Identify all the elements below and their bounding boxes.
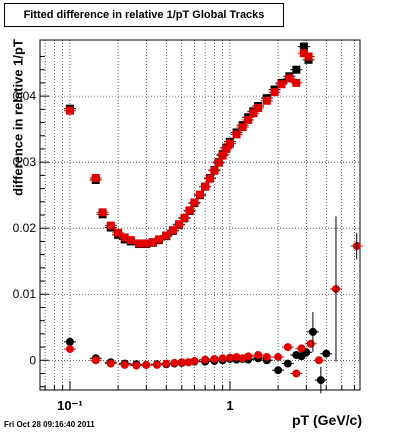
chart-title: Fitted difference in relative 1/pT Globa…: [4, 3, 284, 27]
data-point: [134, 239, 143, 248]
data-point: [283, 359, 292, 368]
data-point: [126, 236, 135, 245]
data-point: [225, 353, 234, 362]
data-point: [249, 109, 258, 118]
data-point: [190, 198, 199, 207]
data-point: [120, 360, 129, 369]
data-point: [185, 206, 194, 215]
data-point: [297, 344, 306, 353]
x-tick-label: 10⁻¹: [57, 398, 83, 413]
data-point: [162, 231, 171, 240]
data-point: [254, 104, 263, 113]
data-point: [277, 80, 286, 89]
data-point: [214, 158, 223, 167]
data-point: [270, 88, 279, 97]
data-point: [142, 360, 151, 369]
data-point: [232, 130, 241, 139]
data-point: [322, 349, 331, 358]
data-point: [299, 42, 308, 51]
data-point: [177, 358, 186, 367]
data-point: [225, 139, 234, 148]
data-point: [201, 182, 210, 191]
data-point: [274, 352, 283, 361]
y-axis-label: difference in relative 1/pT: [10, 39, 26, 196]
data-point: [162, 359, 171, 368]
data-point: [65, 106, 74, 115]
data-point: [142, 239, 151, 248]
data-point: [65, 345, 74, 354]
data-point: [262, 352, 271, 361]
data-point: [91, 356, 100, 365]
data-point: [65, 337, 74, 346]
data-point: [98, 208, 107, 217]
x-tick-label: 1: [226, 398, 233, 413]
data-point: [154, 235, 163, 244]
data-point: [184, 358, 193, 367]
data-point: [148, 238, 157, 247]
data-point: [168, 226, 177, 235]
data-point: [244, 352, 253, 361]
data-point: [314, 356, 323, 365]
data-point: [306, 339, 315, 348]
footer-timestamp: Fri Oct 28 09:16:40 2011: [4, 420, 95, 429]
data-point: [299, 49, 308, 58]
data-point: [190, 356, 199, 365]
data-point: [106, 221, 115, 230]
y-tick-label: 0: [29, 353, 36, 367]
data-point: [91, 174, 100, 183]
data-point: [292, 78, 301, 87]
data-point: [262, 96, 271, 105]
data-point: [283, 343, 292, 352]
data-point: [222, 144, 231, 153]
data-point: [205, 174, 214, 183]
data-point: [170, 358, 179, 367]
x-axis-label: pT (GeV/c): [291, 412, 362, 428]
data-point: [210, 354, 219, 363]
y-tick-label: 0.01: [13, 287, 37, 301]
y-tick-label: 0.04: [13, 89, 37, 103]
data-point: [232, 352, 241, 361]
data-point: [106, 359, 115, 368]
data-point: [196, 190, 204, 199]
y-tick-label: 0.03: [13, 155, 37, 169]
data-point: [152, 360, 161, 369]
data-point: [114, 228, 123, 237]
data-point: [292, 65, 301, 74]
data-point: [292, 369, 301, 378]
data-point: [254, 351, 263, 359]
data-point: [201, 355, 210, 364]
data-point: [238, 123, 247, 132]
y-tick-label: 0.02: [13, 221, 37, 235]
data-point: [274, 366, 283, 375]
data-point: [132, 361, 141, 370]
data-point: [210, 166, 219, 175]
data-point: [218, 151, 227, 160]
data-point: [285, 74, 294, 83]
data-point: [174, 220, 183, 229]
data-point: [244, 115, 253, 124]
data-point: [218, 354, 227, 363]
data-point: [304, 52, 313, 61]
plot-frame: [39, 39, 361, 391]
data-point: [120, 233, 129, 242]
data-point: [180, 213, 189, 222]
